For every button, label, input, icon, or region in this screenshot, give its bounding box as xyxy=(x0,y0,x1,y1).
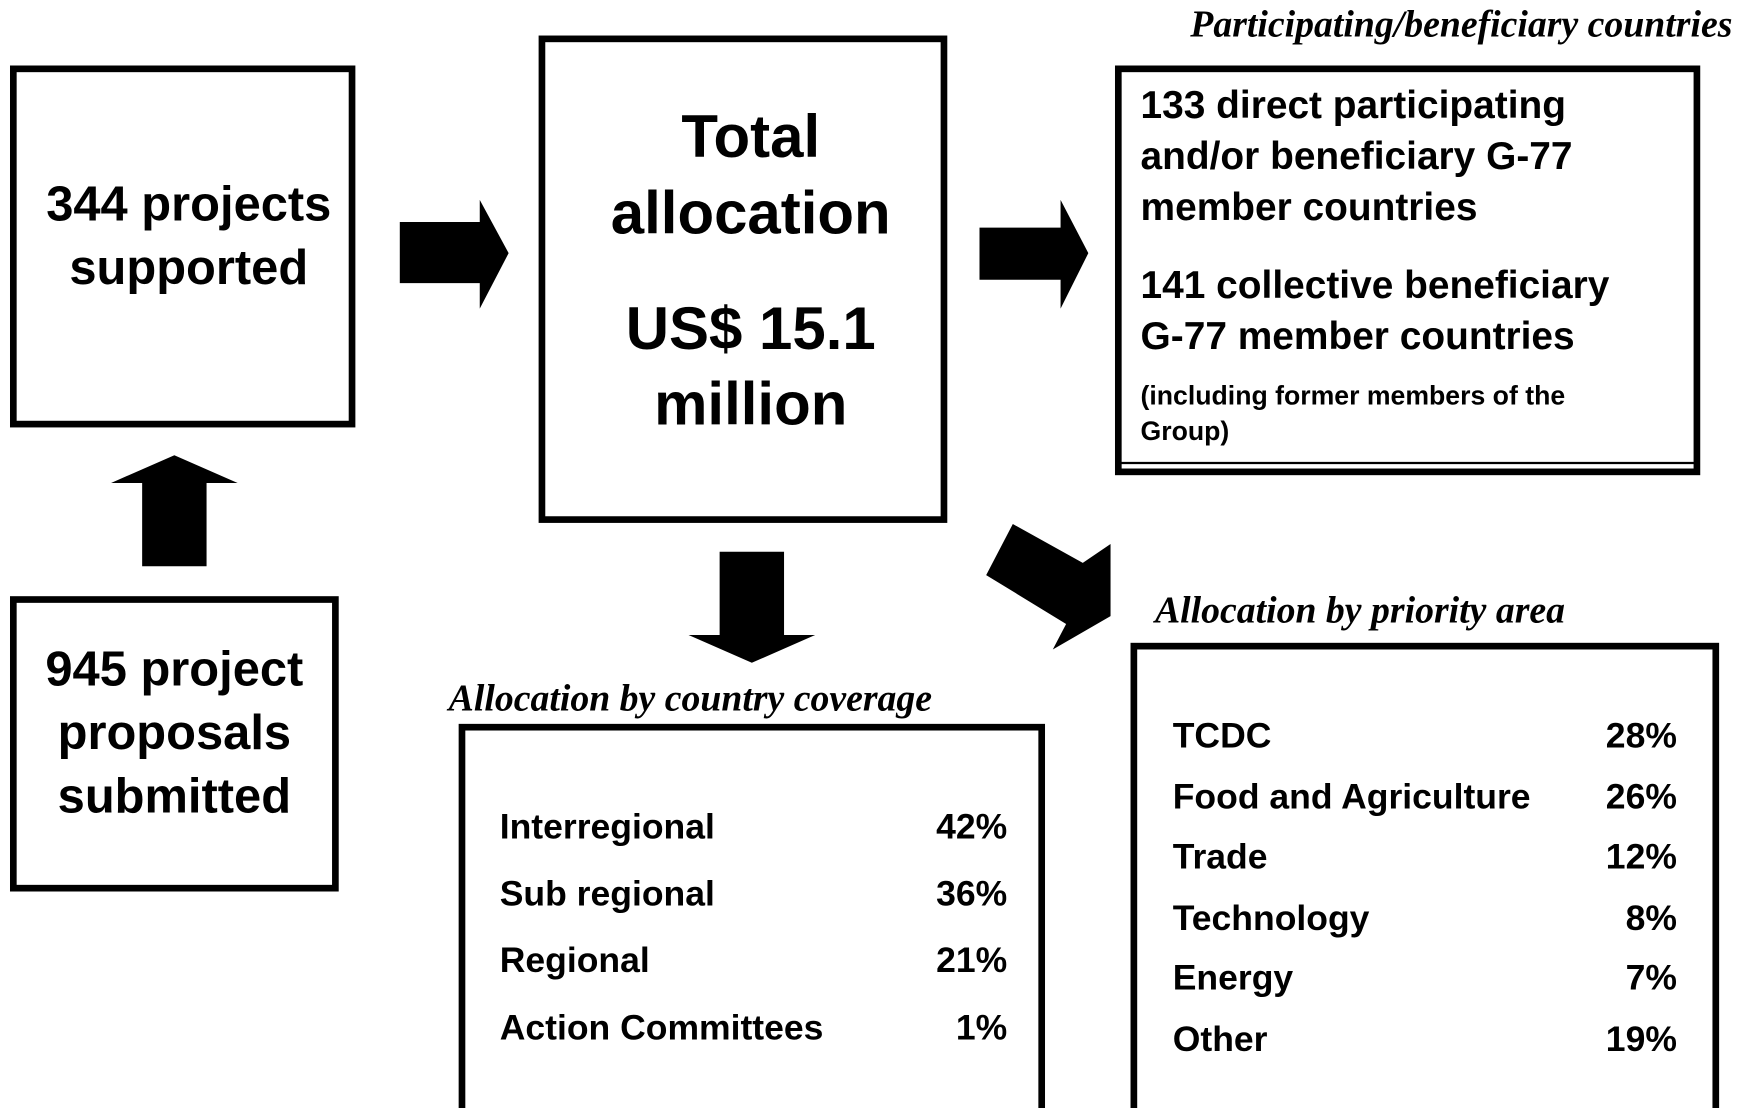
arrow-up xyxy=(111,455,238,567)
row-value: 28% xyxy=(1606,716,1677,756)
row-value: 8% xyxy=(1626,898,1677,938)
box-text: supported xyxy=(69,241,308,295)
row-label: Interregional xyxy=(500,807,715,847)
row-value: 19% xyxy=(1606,1019,1677,1059)
arrow-right xyxy=(399,199,509,309)
box-text: and/or beneficiary G-77 xyxy=(1141,135,1573,178)
note: (including former members of the xyxy=(1141,380,1566,410)
box-text: allocation xyxy=(611,179,891,246)
row-value: 7% xyxy=(1626,958,1677,998)
box-text: US$ 15.1 xyxy=(626,295,876,362)
countries-box xyxy=(1114,65,1701,476)
row-label: Energy xyxy=(1173,958,1294,998)
note: Group) xyxy=(1141,416,1230,446)
row-label: Action Committees xyxy=(500,1008,824,1048)
row-value: 21% xyxy=(936,940,1007,980)
priority-box xyxy=(1130,642,1720,1108)
row-value: 42% xyxy=(936,807,1007,847)
texts: 344 projects supported 945 project proposal… xyxy=(45,3,1732,1058)
row-label: Food and Agriculture xyxy=(1173,777,1531,817)
row-value: 1% xyxy=(956,1008,1007,1048)
row-label: TCDC xyxy=(1173,716,1272,756)
row-label: Other xyxy=(1173,1019,1268,1059)
section-title: Participating/beneficiary countries xyxy=(1189,3,1732,45)
section-title: Allocation by country coverage xyxy=(447,677,932,719)
box-text: submitted xyxy=(58,769,291,823)
row-label: Trade xyxy=(1173,837,1268,877)
box-text: Total xyxy=(681,103,820,170)
box-text: million xyxy=(654,370,847,437)
total-box xyxy=(538,35,948,523)
row-value: 12% xyxy=(1606,837,1677,877)
proposals-box xyxy=(9,596,339,892)
box-text: 344 projects xyxy=(46,178,331,232)
section-title: Allocation by priority area xyxy=(1153,590,1565,632)
box-text: G-77 member countries xyxy=(1141,315,1575,358)
box-text: 133 direct participating xyxy=(1141,84,1566,127)
row-label: Regional xyxy=(500,940,650,980)
box-text: 945 project xyxy=(45,643,303,697)
supported-box xyxy=(9,65,356,428)
row-label: Sub regional xyxy=(500,873,715,913)
box-text: proposals xyxy=(58,706,291,760)
row-label: Technology xyxy=(1173,898,1370,938)
coverage-box xyxy=(458,723,1046,1108)
box-text: member countries xyxy=(1141,186,1478,229)
arrow-right xyxy=(979,199,1089,309)
arrow-down xyxy=(688,551,816,663)
box-text: 141 collective beneficiary xyxy=(1141,264,1610,307)
arrow-diagonal xyxy=(986,524,1111,650)
row-value: 26% xyxy=(1606,777,1677,817)
row-value: 36% xyxy=(936,873,1007,913)
